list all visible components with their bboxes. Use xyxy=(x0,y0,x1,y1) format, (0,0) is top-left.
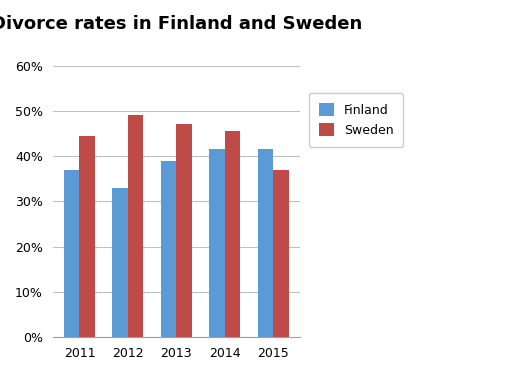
Bar xyxy=(176,124,192,337)
Bar xyxy=(64,170,79,337)
Bar xyxy=(79,136,95,337)
Bar xyxy=(161,160,176,337)
Bar xyxy=(128,116,143,337)
Bar xyxy=(113,188,128,337)
Bar xyxy=(273,170,289,337)
Bar xyxy=(225,131,240,337)
Legend: Finland, Sweden: Finland, Sweden xyxy=(309,93,403,147)
Bar xyxy=(258,149,273,337)
Title: Divorce rates in Finland and Sweden: Divorce rates in Finland and Sweden xyxy=(0,15,362,33)
Bar xyxy=(209,149,225,337)
